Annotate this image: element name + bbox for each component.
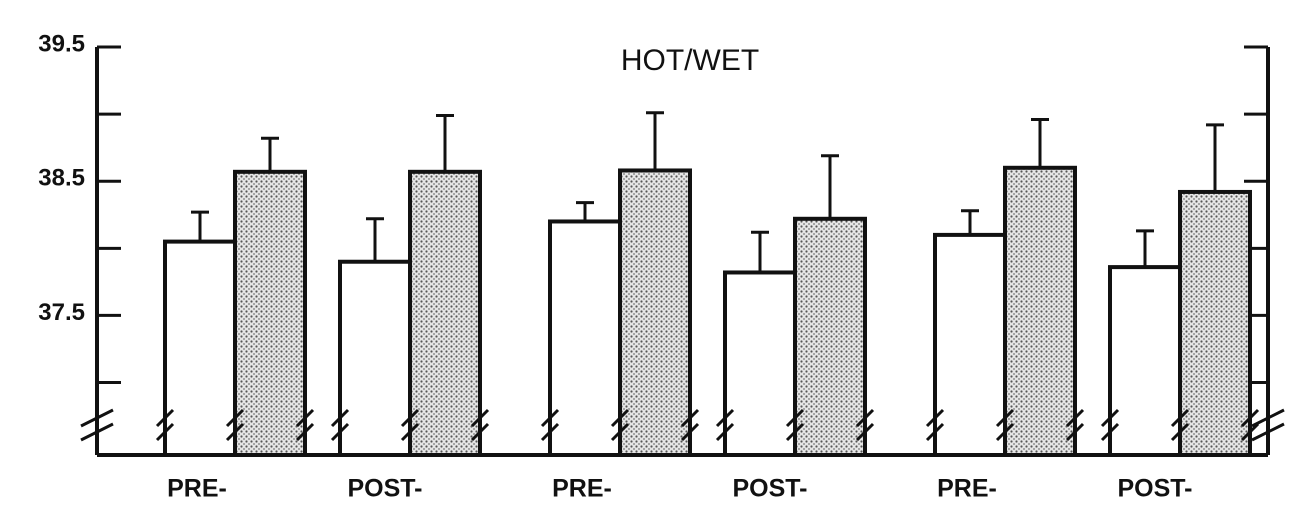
- axis-break: [1240, 422, 1260, 442]
- bar: [548, 219, 622, 457]
- axis-break: [925, 408, 945, 428]
- axis-break: [1065, 408, 1085, 428]
- bar: [163, 239, 237, 457]
- x-tick-label: PRE-: [167, 475, 227, 503]
- bar: [338, 259, 412, 457]
- axis-break: [610, 408, 630, 428]
- axis-break: [295, 408, 315, 428]
- axis-break: [1240, 408, 1260, 428]
- bar: [1108, 265, 1182, 457]
- axis-break: [295, 422, 315, 442]
- bar: [933, 232, 1007, 457]
- axis-break: [1170, 408, 1190, 428]
- bar: [1003, 165, 1077, 458]
- y-tick-label: 39.5: [38, 30, 85, 57]
- x-tick-label: POST-: [347, 475, 422, 503]
- axis-break: [80, 422, 114, 442]
- axis-break: [470, 422, 490, 442]
- axis-break: [330, 408, 350, 428]
- bar: [618, 168, 692, 457]
- axis-break: [330, 422, 350, 442]
- bar: [793, 216, 867, 457]
- axis-break: [540, 422, 560, 442]
- x-tick-label: POST-: [732, 475, 807, 503]
- axis-break: [715, 422, 735, 442]
- bar: [408, 169, 482, 457]
- axis-break: [540, 408, 560, 428]
- axis-break: [995, 408, 1015, 428]
- axis-break: [80, 408, 114, 428]
- bar: [1178, 189, 1252, 458]
- axis-break: [715, 408, 735, 428]
- axis-break: [155, 422, 175, 442]
- axis-break: [1100, 422, 1120, 442]
- axis-break: [1100, 408, 1120, 428]
- axis-break: [995, 422, 1015, 442]
- x-tick-label: PRE-: [552, 475, 612, 503]
- axis-break: [470, 408, 490, 428]
- x-tick-label: POST-: [1117, 475, 1192, 503]
- axis-break: [680, 422, 700, 442]
- chart-title: HOT/WET: [621, 44, 759, 77]
- bar: [723, 270, 797, 458]
- axis-break: [1251, 422, 1285, 442]
- axis-break: [785, 408, 805, 428]
- axis-break: [610, 422, 630, 442]
- axis-break: [1065, 422, 1085, 442]
- axis-break: [225, 422, 245, 442]
- axis-break: [785, 422, 805, 442]
- y-tick-label: 38.5: [38, 165, 85, 192]
- y-tick-label: 37.5: [38, 299, 85, 326]
- axis-break: [400, 422, 420, 442]
- axis-break: [155, 408, 175, 428]
- axis-break: [855, 408, 875, 428]
- bar: [233, 169, 307, 457]
- axis-break: [225, 408, 245, 428]
- axis-break: [680, 408, 700, 428]
- axis-break: [1251, 408, 1285, 428]
- axis-break: [925, 422, 945, 442]
- axis-break: [400, 408, 420, 428]
- axis-break: [1170, 422, 1190, 442]
- axis-break: [855, 422, 875, 442]
- x-tick-label: PRE-: [937, 475, 997, 503]
